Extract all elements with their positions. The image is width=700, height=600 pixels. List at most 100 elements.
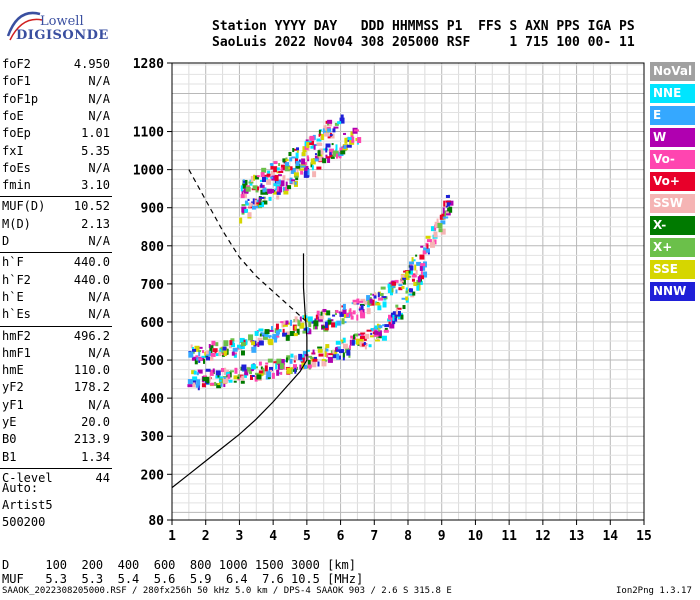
x-tick-label: 10 [468,529,484,544]
echo-point [291,156,296,159]
echo-point [415,254,418,257]
echo-point [256,175,260,178]
echo-point [295,163,301,169]
x-tick-label: 14 [602,529,618,544]
legend-item: E [650,106,695,125]
echo-point [363,341,366,345]
echo-point [301,158,306,165]
echo-point [311,361,317,368]
echo-point [290,367,296,370]
echo-point [248,181,254,184]
echo-point [336,353,340,360]
echo-point [223,353,227,357]
echo-point [254,372,259,375]
echo-point [270,176,274,179]
echo-point [276,369,280,376]
echo-point [342,148,348,151]
echo-point [364,333,370,339]
echo-point [276,335,280,338]
echo-point [342,343,348,349]
echo-point [420,263,426,267]
param-name: h`Es [2,307,31,322]
echo-point [283,320,286,325]
x-tick-label: 8 [404,529,412,544]
echo-point [342,337,346,343]
echo-point [202,377,206,382]
echo-point [255,366,259,369]
param-value: N/A [88,307,110,322]
param-value: 440.0 [73,255,110,270]
param-value: N/A [88,91,110,106]
echo-point [192,376,198,381]
echo-point [233,380,237,383]
echo-point [277,174,282,177]
echo-point [223,340,229,347]
echo-point [313,144,316,150]
echo-point [232,347,238,352]
echo-point [405,270,409,276]
param-name: M(D) [2,216,31,231]
echo-point [293,333,298,337]
echo-point [190,344,193,349]
echo-point [209,369,214,376]
echo-point [416,279,421,285]
echo-point [366,295,371,302]
echo-point [364,300,368,305]
echo-point [279,363,284,370]
echo-point [280,321,286,324]
echo-point [408,275,412,278]
echo-point [310,162,313,168]
echo-point [277,186,283,193]
echo-point [282,332,288,337]
echo-point [287,322,292,325]
echo-point [228,379,233,383]
echo-point [390,312,396,317]
echo-point [221,354,225,357]
echo-point [398,284,403,287]
echo-point [342,352,345,358]
echo-point [253,175,259,180]
echo-point [241,190,244,197]
echo-point [217,383,223,386]
echo-point [241,204,246,207]
echo-point [242,208,245,214]
echo-point [324,313,327,316]
echo-point [318,353,324,357]
echo-point [408,261,414,265]
echo-point [220,368,226,373]
echo-point [360,304,364,310]
echo-point [356,298,360,304]
echo-point [260,172,265,178]
param-value: 2.13 [81,216,110,231]
echo-point [381,335,387,341]
x-tick-label: 9 [438,529,446,544]
x-tick-label: 3 [236,529,244,544]
echo-point [420,245,424,248]
echo-point [212,368,215,373]
echo-point [258,200,262,206]
echo-point [240,185,243,192]
echo-point [430,226,436,232]
echo-point [276,190,281,195]
echo-point [312,358,318,362]
echo-point [298,159,301,163]
echo-point [395,289,398,294]
echo-point [367,300,372,306]
x-tick-label: 5 [303,529,311,544]
param-value: 440.0 [73,272,110,287]
echo-point [236,347,239,350]
echo-point [308,321,312,328]
echo-point [266,178,272,185]
echo-point [292,364,297,370]
echo-point [272,191,277,195]
echo-point [409,265,414,271]
x-tick-label: 1 [168,529,176,544]
echo-point [197,385,200,391]
echo-point [351,339,355,346]
echo-point [308,139,312,143]
echo-point [222,346,227,351]
echo-point [306,349,310,352]
echo-point [301,162,307,169]
echo-point [378,292,384,296]
echo-point [333,126,339,129]
